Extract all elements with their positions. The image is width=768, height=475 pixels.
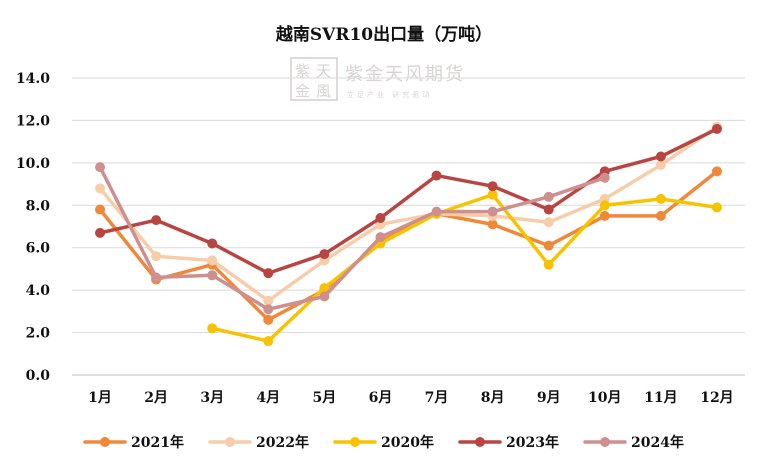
data-point <box>207 238 218 249</box>
data-point <box>375 232 386 243</box>
legend-label: 2020年 <box>381 434 434 451</box>
y-tick-label: 10.0 <box>16 156 50 172</box>
legend-label: 2024年 <box>631 434 684 451</box>
series-line <box>98 165 607 311</box>
legend-label: 2023年 <box>506 434 559 451</box>
data-point <box>319 283 330 294</box>
data-point <box>543 240 554 251</box>
data-point <box>543 217 554 228</box>
data-point <box>655 210 666 221</box>
y-tick-label: 2.0 <box>26 326 51 342</box>
x-tick-label: 7月 <box>425 390 449 406</box>
data-point <box>95 227 106 238</box>
watermark-logo-char: 金 <box>295 82 312 100</box>
series-2023年 <box>95 123 722 279</box>
data-point <box>95 204 106 215</box>
legend-marker <box>350 437 360 447</box>
legend-label: 2021年 <box>131 434 184 451</box>
data-point <box>207 255 218 266</box>
data-point <box>599 172 610 183</box>
watermark-logo-char: 天 <box>316 62 333 80</box>
series-layer <box>95 121 722 347</box>
series-2021年 <box>95 166 722 325</box>
x-tick-label: 4月 <box>256 390 280 406</box>
data-point <box>375 213 386 224</box>
data-point <box>151 215 162 226</box>
y-tick-label: 8.0 <box>26 198 51 214</box>
series-2024年 <box>95 162 610 315</box>
data-point <box>263 336 274 347</box>
series-line <box>98 169 719 322</box>
watermark-logo-box <box>290 57 338 101</box>
series-2020年 <box>207 189 722 347</box>
data-point <box>655 151 666 162</box>
x-tick-label: 8月 <box>481 390 505 406</box>
x-tick-label: 11月 <box>644 390 677 406</box>
legend: 2021年 2022年 2020年 2023年 2024年 <box>83 434 684 451</box>
series-2022年 <box>95 121 722 306</box>
data-point <box>487 181 498 192</box>
y-tick-label: 6.0 <box>26 241 51 257</box>
data-point <box>319 291 330 302</box>
x-tick-label: 2月 <box>144 390 168 406</box>
data-point <box>151 251 162 262</box>
x-tick-label: 12月 <box>700 390 733 406</box>
data-point <box>543 259 554 270</box>
x-tick-label: 9月 <box>537 390 561 406</box>
series-line <box>98 125 719 303</box>
data-point <box>151 272 162 283</box>
data-point <box>487 206 498 217</box>
legend-marker <box>225 437 235 447</box>
y-axis: 0.0 2.0 4.0 6.0 8.0 10.0 12.0 14.0 <box>16 71 50 384</box>
x-tick-label: 5月 <box>313 390 337 406</box>
legend-marker <box>475 437 485 447</box>
data-point <box>655 193 666 204</box>
data-point <box>487 219 498 230</box>
data-point <box>207 270 218 281</box>
x-axis: 1月 2月 3月 4月 5月 6月 7月 8月 9月 10月 11月 12月 <box>88 390 734 406</box>
chart-title: 越南SVR10出口量（万吨） <box>275 24 492 45</box>
series-line <box>210 192 719 343</box>
data-point <box>599 210 610 221</box>
watermark-logo-char: 風 <box>316 82 333 100</box>
data-point <box>431 170 442 181</box>
data-point <box>263 314 274 325</box>
legend-marker <box>100 437 110 447</box>
data-point <box>543 204 554 215</box>
data-point <box>711 123 722 134</box>
x-tick-label: 10月 <box>588 390 621 406</box>
data-point <box>263 295 274 306</box>
watermark-brand: 紫金天风期货 <box>345 64 465 85</box>
data-point <box>543 191 554 202</box>
y-tick-label: 12.0 <box>16 113 50 129</box>
legend-label: 2022年 <box>256 434 309 451</box>
data-point <box>655 159 666 170</box>
gridlines <box>72 77 745 376</box>
watermark: 紫 天 金 風 紫金天风期货 立足产业 研究驱动 <box>290 57 465 101</box>
data-point <box>711 166 722 177</box>
data-point <box>263 268 274 279</box>
data-point <box>711 202 722 213</box>
x-tick-label: 1月 <box>88 390 112 406</box>
x-tick-label: 3月 <box>200 390 224 406</box>
y-tick-label: 4.0 <box>26 283 51 299</box>
data-point <box>431 206 442 217</box>
data-point <box>95 162 106 173</box>
series-line <box>98 127 719 275</box>
watermark-slogan: 立足产业 研究驱动 <box>347 90 432 99</box>
y-tick-label: 14.0 <box>16 71 50 87</box>
data-point <box>263 304 274 315</box>
data-point <box>487 189 498 200</box>
data-point <box>599 200 610 211</box>
y-tick-label: 0.0 <box>26 368 51 384</box>
data-point <box>95 183 106 194</box>
legend-marker <box>600 437 610 447</box>
watermark-logo-char: 紫 <box>295 62 312 80</box>
data-point <box>319 249 330 260</box>
x-tick-label: 6月 <box>369 390 393 406</box>
data-point <box>207 323 218 334</box>
